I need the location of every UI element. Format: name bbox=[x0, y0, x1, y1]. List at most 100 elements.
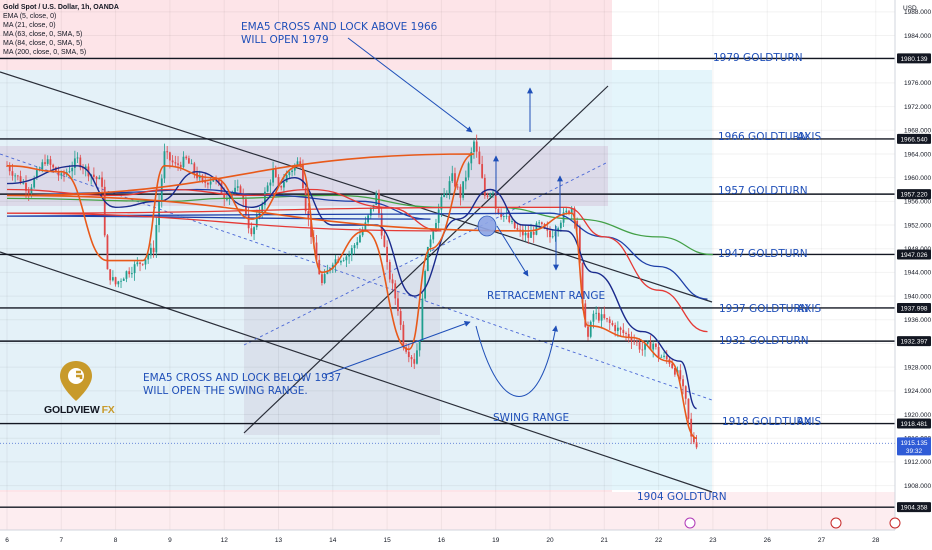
candle-body-35 bbox=[101, 177, 103, 187]
candle-body-8 bbox=[27, 190, 30, 194]
candle-body-10 bbox=[33, 177, 36, 188]
candle-body-169 bbox=[464, 177, 467, 182]
x-tick-27: 27 bbox=[818, 537, 826, 544]
candle-body-170 bbox=[467, 163, 470, 178]
candle-body-165 bbox=[454, 173, 456, 187]
candle-body-142 bbox=[391, 279, 394, 284]
candle-body-172 bbox=[473, 141, 475, 153]
arrow-bottom-note bbox=[324, 321, 471, 376]
candle-body-73 bbox=[204, 180, 207, 183]
candle-body-81 bbox=[226, 198, 228, 200]
candle-body-224 bbox=[614, 325, 617, 332]
candle-body-207 bbox=[568, 210, 570, 214]
candle-body-194 bbox=[532, 231, 535, 235]
candle-body-74 bbox=[207, 182, 209, 185]
candle-body-229 bbox=[627, 333, 630, 339]
y-tick-1908: 1908.000 bbox=[904, 483, 931, 490]
candle-body-227 bbox=[622, 329, 625, 334]
price-label-bg-2 bbox=[897, 189, 931, 200]
candle-body-26 bbox=[76, 157, 79, 159]
candle-body-98 bbox=[272, 169, 274, 183]
y-tick-1944: 1944.000 bbox=[904, 270, 931, 277]
candle-body-110 bbox=[304, 188, 307, 212]
candle-body-92 bbox=[255, 214, 258, 228]
candle-body-235 bbox=[644, 343, 646, 350]
candle-body-250 bbox=[684, 386, 687, 399]
candle-body-226 bbox=[619, 327, 622, 330]
candle-body-108 bbox=[299, 161, 302, 165]
level-label-2: 1957 GOLDTURN bbox=[718, 185, 808, 197]
candle-body-106 bbox=[293, 165, 296, 171]
candle-body-185 bbox=[508, 215, 511, 223]
candle-body-100 bbox=[277, 177, 280, 186]
event-flag-icon-2 bbox=[889, 517, 901, 529]
candle-body-130 bbox=[359, 235, 361, 243]
candle-body-84 bbox=[234, 187, 236, 193]
candle-body-211 bbox=[578, 226, 581, 263]
candle-body-127 bbox=[350, 248, 353, 256]
legend-ma200: MA (200, close, 0, SMA, 5) bbox=[3, 49, 87, 56]
candle-body-212 bbox=[581, 262, 584, 304]
candle-body-79 bbox=[220, 182, 223, 194]
candle-body-89 bbox=[247, 215, 250, 229]
candle-body-230 bbox=[630, 338, 633, 342]
level-axis-1: AXIS bbox=[797, 131, 821, 143]
candle-body-45 bbox=[128, 271, 131, 275]
candle-body-148 bbox=[407, 351, 410, 358]
candle-body-131 bbox=[361, 229, 364, 236]
candle-body-115 bbox=[318, 259, 321, 275]
candle-body-158 bbox=[435, 222, 437, 232]
candle-body-83 bbox=[231, 192, 234, 195]
y-tick-1936: 1936.000 bbox=[904, 317, 931, 324]
candle-body-144 bbox=[397, 298, 399, 312]
candle-body-201 bbox=[551, 236, 554, 238]
candle-body-53 bbox=[149, 247, 152, 256]
legend-ma84: MA (84, close, 0, SMA, 5) bbox=[3, 40, 83, 47]
bottom-note-line2: WILL OPEN THE SWING RANGE. bbox=[143, 385, 308, 397]
candle-body-249 bbox=[682, 379, 684, 387]
trend-structure bbox=[0, 57, 895, 508]
candle-body-164 bbox=[451, 173, 454, 182]
candle-body-51 bbox=[144, 259, 147, 265]
candle-body-233 bbox=[638, 342, 641, 350]
candle-body-157 bbox=[432, 231, 435, 240]
candle-body-132 bbox=[364, 222, 367, 230]
candle-body-23 bbox=[68, 171, 71, 173]
bottom-note-line1: EMA5 CROSS AND LOCK BELOW 1937 bbox=[143, 372, 341, 384]
x-tick-20: 20 bbox=[546, 537, 554, 544]
candle-body-94 bbox=[261, 204, 264, 212]
current-price-bg bbox=[897, 437, 931, 456]
price-label-bg-6 bbox=[897, 418, 931, 429]
candle-body-171 bbox=[470, 152, 473, 164]
x-tick-12: 12 bbox=[221, 537, 229, 544]
candle-body-253 bbox=[692, 436, 695, 443]
candle-body-69 bbox=[193, 163, 196, 173]
candle-body-243 bbox=[665, 355, 668, 360]
candle-body-222 bbox=[608, 319, 611, 323]
time-axis-bg bbox=[0, 530, 932, 550]
candle-body-50 bbox=[141, 263, 144, 265]
candle-body-239 bbox=[654, 343, 657, 347]
candle-body-37 bbox=[106, 235, 109, 270]
candle-body-217 bbox=[595, 312, 598, 314]
candle-body-38 bbox=[109, 269, 112, 281]
level-axis-4: AXIS bbox=[797, 303, 821, 315]
price-label-3: 1947.026 bbox=[900, 252, 927, 259]
candle-body-52 bbox=[147, 255, 150, 260]
candle-body-176 bbox=[483, 177, 486, 196]
candle-body-20 bbox=[60, 173, 63, 176]
candle-body-240 bbox=[657, 346, 660, 358]
candle-body-54 bbox=[152, 247, 155, 253]
candle-body-44 bbox=[125, 271, 128, 279]
candle-body-11 bbox=[35, 170, 38, 178]
y-tick-1912: 1912.000 bbox=[904, 459, 931, 466]
candle-body-245 bbox=[671, 363, 674, 368]
candle-body-182 bbox=[500, 213, 503, 218]
candle-body-215 bbox=[589, 321, 592, 337]
candle-body-246 bbox=[673, 367, 676, 375]
candle-body-252 bbox=[690, 418, 693, 437]
rising-midline bbox=[243, 161, 609, 346]
candle-body-58 bbox=[163, 151, 166, 179]
candle-body-155 bbox=[426, 246, 429, 272]
level-label-3: 1947 GOLDTURN bbox=[718, 248, 808, 260]
